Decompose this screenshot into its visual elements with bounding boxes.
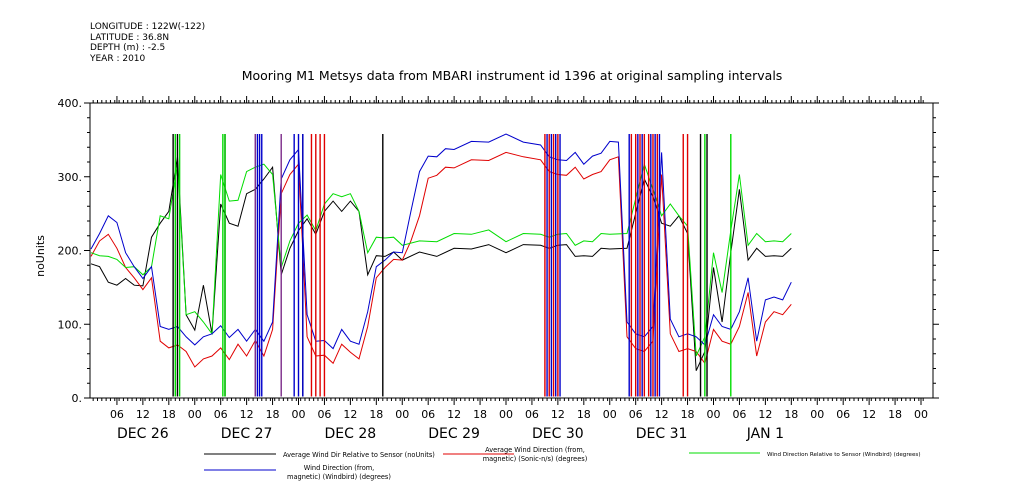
- x-hour-label: 00: [914, 408, 928, 421]
- x-hour-label: 18: [369, 408, 383, 421]
- x-hour-label: 00: [395, 408, 409, 421]
- series-line-1: [90, 156, 792, 371]
- x-hour-label: 06: [214, 408, 228, 421]
- x-hour-label: 06: [836, 408, 850, 421]
- metadata-block: LONGITUDE : 122W(-122) LATITUDE : 36.8N …: [90, 22, 205, 64]
- x-day-label: DEC 31: [636, 426, 688, 442]
- x-hour-label: 12: [862, 408, 876, 421]
- legend-label: Average Wind Dir Relative to Sensor (noU…: [283, 451, 435, 459]
- x-hour-label: 00: [292, 408, 306, 421]
- x-hour-label: 18: [473, 408, 487, 421]
- legend-label: magnetic) (Windbird) (degrees): [287, 473, 391, 481]
- x-day-label: DEC 27: [221, 426, 273, 442]
- longitude-text: LONGITUDE : 122W(-122): [90, 22, 206, 32]
- x-hour-label: 12: [551, 408, 565, 421]
- legend-label: magnetic) (Sonic-n/s) (degrees): [483, 455, 588, 463]
- legend-item-3: Wind Direction Relative to Sensor (Windb…: [689, 452, 921, 458]
- x-hour-label: 00: [188, 408, 202, 421]
- x-hour-label: 12: [136, 408, 150, 421]
- plot-area: [90, 133, 792, 397]
- x-day-label: DEC 28: [325, 426, 377, 442]
- y-tick-label: 0.: [72, 392, 83, 405]
- y-axis-label: noUnits: [34, 235, 47, 277]
- x-day-label: DEC 26: [117, 426, 169, 442]
- legend-label: Wind Direction Relative to Sensor (Windb…: [767, 452, 921, 458]
- latitude-text: LATITUDE : 36.8N: [90, 32, 170, 43]
- year-text: YEAR : 2010: [90, 53, 146, 64]
- depth-text: DEPTH (m) : -2.5: [90, 43, 166, 53]
- x-hour-label: 06: [732, 408, 746, 421]
- x-hour-label: 12: [240, 408, 254, 421]
- y-tick-label: 300.: [58, 171, 83, 184]
- series-line-2: [90, 151, 792, 368]
- legend: Average Wind Dir Relative to Sensor (noU…: [204, 446, 921, 481]
- series-line-4: [90, 133, 792, 350]
- legend-item-1: Average Wind Dir Relative to Sensor (noU…: [204, 451, 435, 459]
- x-hour-label: 00: [810, 408, 824, 421]
- x-hour-label: 18: [888, 408, 902, 421]
- y-tick-label: 100.: [58, 318, 83, 331]
- x-day-label: DEC 29: [428, 426, 480, 442]
- x-hour-label: 12: [758, 408, 772, 421]
- x-hour-label: 18: [577, 408, 591, 421]
- series-line-3: [90, 162, 792, 357]
- x-hour-label: 18: [162, 408, 176, 421]
- x-hour-label: 00: [499, 408, 513, 421]
- chart-title: Mooring M1 Metsys data from MBARI instru…: [242, 68, 783, 83]
- x-hour-label: 00: [603, 408, 617, 421]
- x-hour-label: 06: [110, 408, 124, 421]
- x-hour-label: 00: [707, 408, 721, 421]
- legend-item-2: Average Wind Direction (from,magnetic) (…: [443, 446, 587, 463]
- x-day-label: JAN 1: [746, 426, 784, 442]
- x-hour-label: 06: [525, 408, 539, 421]
- legend-label: Average Wind Direction (from,: [485, 446, 585, 454]
- x-hour-label: 12: [655, 408, 669, 421]
- x-day-label: DEC 30: [532, 426, 584, 442]
- x-hour-label: 12: [447, 408, 461, 421]
- y-tick-label: 200.: [58, 245, 83, 258]
- x-hour-label: 06: [421, 408, 435, 421]
- legend-label: Wind Direction (from,: [304, 464, 375, 472]
- x-hour-label: 06: [317, 408, 331, 421]
- x-hour-label: 18: [784, 408, 798, 421]
- x-hour-label: 06: [629, 408, 643, 421]
- y-tick-label: 400.: [58, 97, 83, 110]
- axes: 0. 100. 200. 300. 400. 06 12 18 00 06 12 18 00 06 12 18…: [58, 96, 939, 442]
- legend-item-4: Wind Direction (from,magnetic) (Windbird…: [204, 464, 391, 481]
- x-hour-label: 18: [266, 408, 280, 421]
- x-hour-label: 12: [343, 408, 357, 421]
- x-hour-label: 18: [681, 408, 695, 421]
